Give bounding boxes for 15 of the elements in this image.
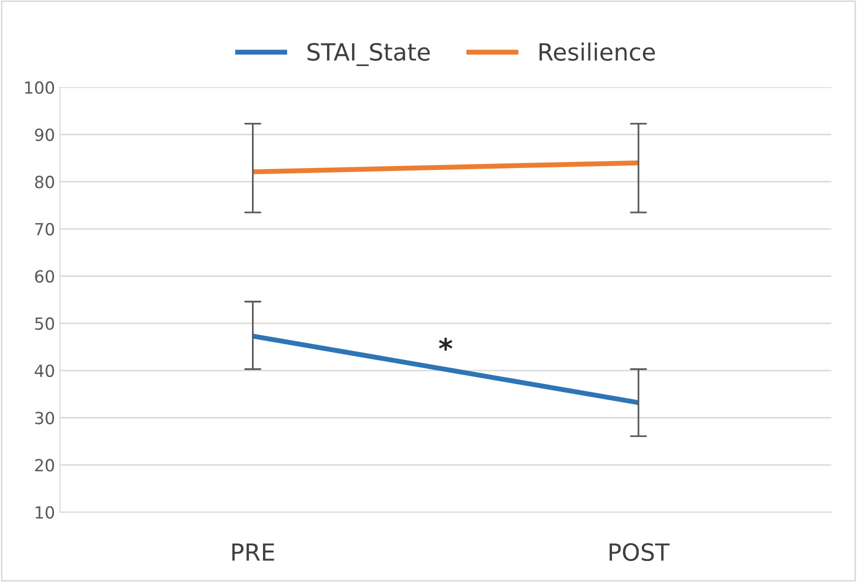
legend-label: STAI_State bbox=[308, 42, 430, 66]
y-tick-label: 30 bbox=[35, 412, 54, 424]
y-tick-label: 70 bbox=[35, 222, 54, 236]
y-tick-label: 20 bbox=[35, 458, 54, 472]
annotation: * bbox=[438, 338, 452, 351]
x-tick-label: POST bbox=[610, 543, 670, 561]
y-tick-label: 40 bbox=[34, 364, 54, 378]
y-tick-label: 100 bbox=[25, 81, 54, 94]
y-tick-label: 90 bbox=[34, 128, 54, 142]
y-tick-label: 60 bbox=[35, 270, 54, 283]
y-tick-label: 50 bbox=[35, 317, 54, 330]
y-tick-label: 10 bbox=[36, 506, 54, 519]
legend-label: Resilience bbox=[540, 42, 655, 61]
y-tick-label: 80 bbox=[35, 176, 54, 188]
x-tick-label: PRE bbox=[232, 543, 274, 561]
